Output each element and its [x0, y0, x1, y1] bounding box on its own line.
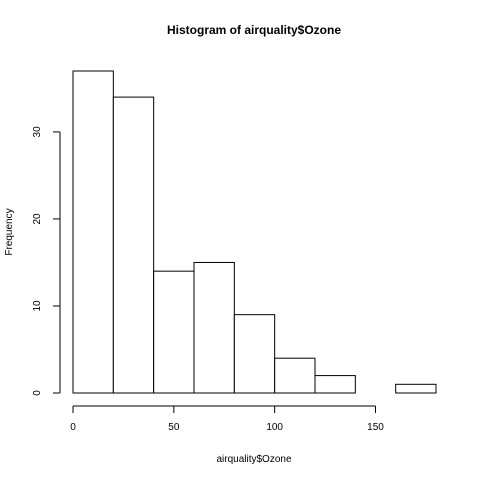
y-axis-label: Frequency	[4, 208, 15, 255]
chart-title: Histogram of airquality$Ozone	[167, 23, 341, 37]
histogram-bar-2	[153, 270, 195, 394]
x-tick-label: 150	[367, 422, 384, 433]
y-axis: 0 10 20 30	[32, 126, 61, 396]
x-axis: 0 50 100 150	[70, 405, 384, 433]
x-axis-label: airquality$Ozone	[216, 454, 291, 465]
y-tick-label: 20	[32, 213, 43, 225]
histogram-bar-4	[233, 314, 276, 394]
y-tick-label: 30	[32, 126, 43, 138]
histogram-bar-1	[112, 96, 155, 394]
x-tick-label: 0	[70, 422, 76, 433]
x-tick-label: 50	[168, 422, 180, 433]
bars-group	[72, 70, 437, 394]
histogram-bar-3	[193, 261, 235, 394]
histogram-bar-6	[314, 375, 356, 394]
histogram-bar-0	[72, 70, 114, 394]
histogram-bar-5	[274, 357, 316, 394]
x-tick-label: 100	[266, 422, 283, 433]
y-tick-label: 10	[32, 300, 43, 312]
y-tick-label: 0	[32, 390, 43, 396]
histogram-bar-8	[395, 383, 437, 394]
